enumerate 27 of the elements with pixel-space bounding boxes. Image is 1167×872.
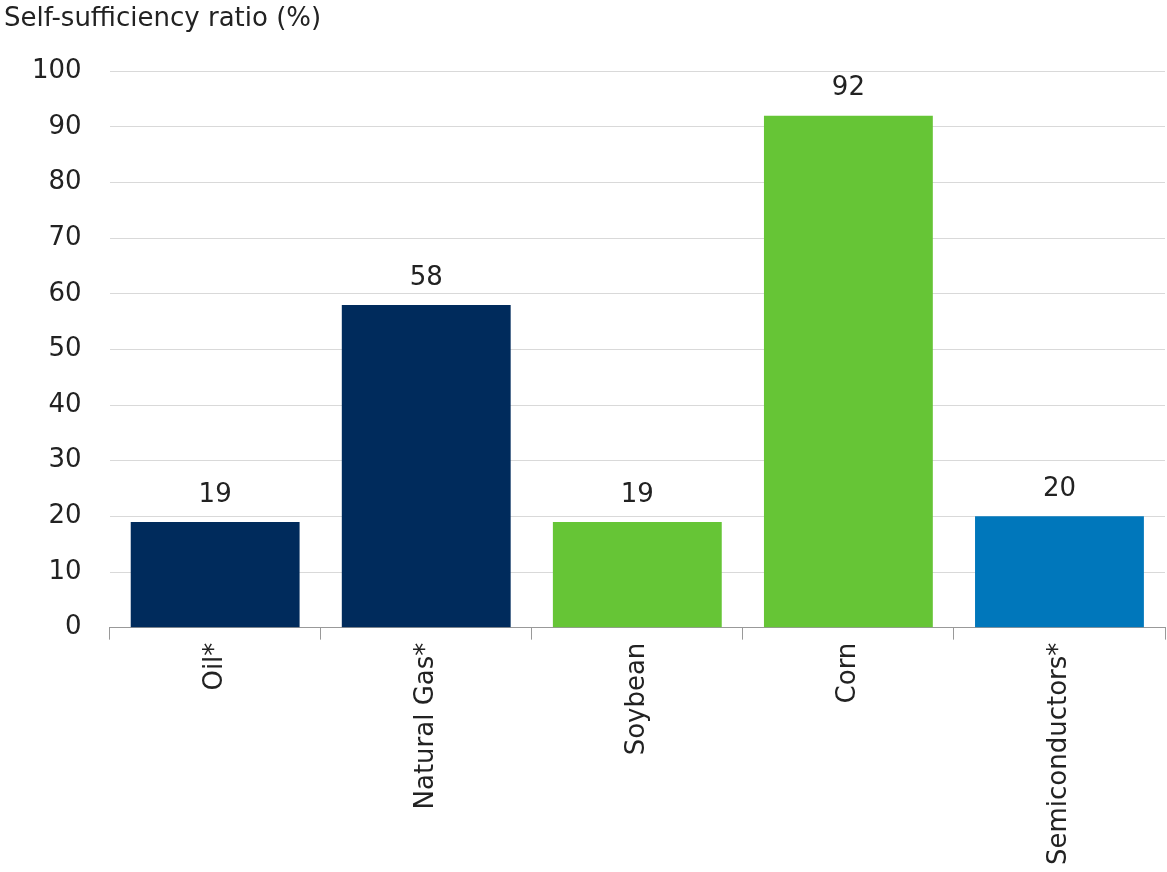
y-tick-label: 0: [65, 610, 82, 641]
y-tick-label: 10: [48, 554, 82, 585]
y-tick-label: 70: [48, 220, 82, 251]
bar: [975, 516, 1144, 628]
bar: [552, 521, 722, 628]
y-tick-label: 100: [31, 53, 82, 84]
bar: [130, 521, 300, 628]
x-tick-label: Soybean: [620, 642, 651, 756]
bar: [763, 115, 933, 628]
x-tick-label: Natural Gas*: [408, 642, 439, 810]
y-tick-label: 40: [48, 387, 82, 418]
data-label: 58: [409, 260, 443, 291]
y-axis-title: Self-sufficiency ratio (%): [4, 2, 322, 33]
data-label: 20: [1042, 472, 1077, 503]
y-tick-label: 20: [48, 499, 82, 530]
y-tick-label: 50: [48, 332, 82, 363]
y-tick-label: 90: [48, 109, 82, 140]
data-label: 19: [198, 477, 232, 508]
y-tick-label: 80: [48, 165, 82, 196]
x-tick-label: Corn: [831, 642, 862, 704]
x-tick-label: Oil*: [197, 642, 228, 691]
y-tick-label: 60: [48, 276, 82, 307]
data-label: 92: [831, 71, 865, 102]
bar: [341, 304, 511, 628]
data-label: 19: [620, 477, 654, 508]
y-tick-label: 30: [48, 443, 82, 474]
x-tick-label: Semiconductors*: [1042, 642, 1073, 866]
